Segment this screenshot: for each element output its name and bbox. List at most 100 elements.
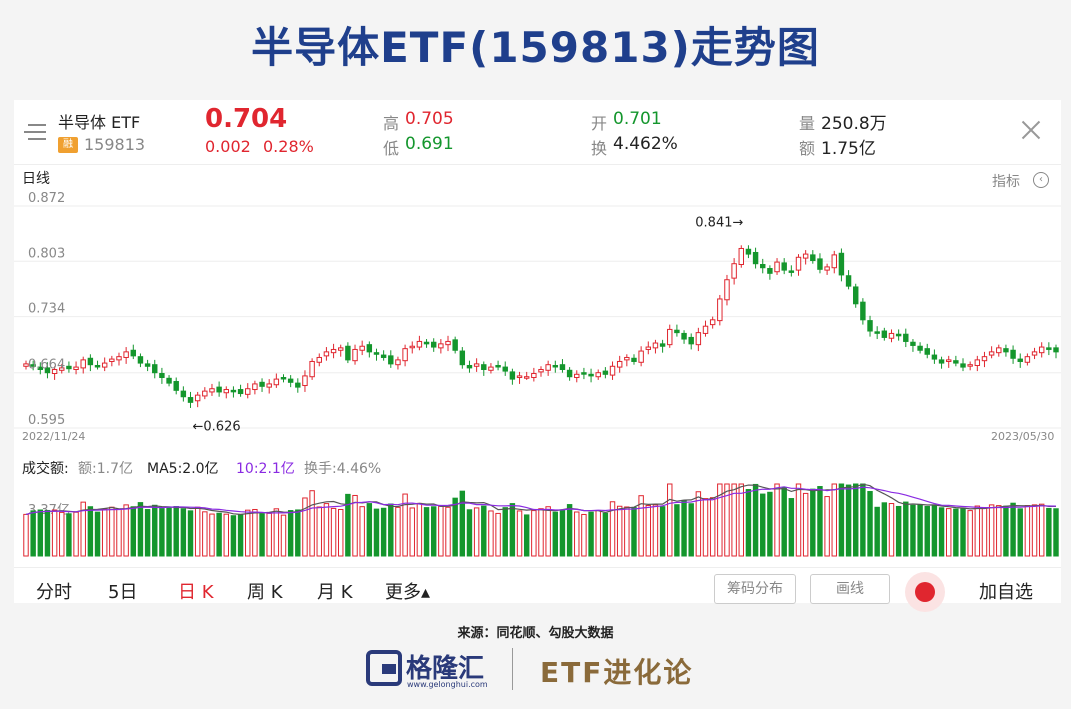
tab-daily-k[interactable]: 日 K: [178, 582, 214, 603]
volume-bar: [1003, 505, 1009, 557]
volume-bar: [802, 492, 809, 557]
volume-bar: [631, 507, 637, 557]
volume-bar: [752, 483, 759, 557]
volume-bar: [853, 483, 859, 557]
candle-body: [917, 345, 923, 351]
record-dot-icon[interactable]: [905, 572, 945, 612]
volume-bar: [402, 493, 408, 557]
volume-bar: [509, 503, 516, 557]
close-icon[interactable]: [1019, 118, 1043, 142]
candle-body: [488, 366, 494, 371]
etf-name: 半导体 ETF: [58, 113, 141, 132]
draw-line-button[interactable]: 画线: [810, 574, 890, 604]
chevron-left-icon[interactable]: ‹: [1033, 172, 1049, 188]
volume-bar: [266, 512, 272, 557]
volume-bar: [945, 508, 952, 557]
volume-bar: [1017, 508, 1023, 557]
y-tick-label: 0.872: [28, 191, 65, 206]
candle-body: [402, 348, 408, 362]
volume-bar: [523, 514, 530, 557]
candle-body: [781, 262, 787, 271]
volume-bar: [395, 506, 401, 557]
volume-bar: [80, 501, 86, 557]
candle-body: [509, 371, 516, 380]
candle-body: [259, 381, 265, 387]
volume-bar: [903, 501, 909, 557]
candle-body: [1046, 347, 1052, 350]
candle-body: [144, 363, 151, 367]
volume-bar: [51, 509, 58, 557]
candle-body: [810, 254, 816, 261]
volume-bar: [845, 484, 852, 557]
candle-body: [709, 319, 716, 326]
volume-bar: [302, 497, 308, 557]
volume-bar: [860, 483, 866, 557]
tab-5day[interactable]: 5日: [108, 582, 138, 603]
candle-body: [609, 365, 616, 376]
menu-icon[interactable]: [24, 124, 46, 140]
candle-body: [59, 367, 65, 371]
candle-body: [373, 352, 380, 355]
candle-body: [366, 344, 373, 353]
candle-body: [767, 268, 773, 274]
indicator-button[interactable]: 指标: [992, 174, 1020, 190]
candle-body: [945, 359, 952, 362]
volume-bar: [430, 506, 437, 557]
volume-bar: [173, 506, 179, 557]
open-value: 0.701: [613, 109, 662, 129]
volume-bar: [931, 505, 938, 557]
candle-body: [1031, 351, 1038, 356]
x-start-date: 2022/11/24: [22, 430, 86, 443]
volume-ma10: 10:2.1亿: [236, 461, 295, 477]
candle-body: [881, 330, 888, 338]
candle-body: [874, 331, 880, 334]
volume-bar: [767, 491, 773, 557]
volume-bar: [831, 483, 837, 557]
candle-body: [545, 364, 551, 371]
last-price: 0.704: [205, 104, 288, 134]
volume-bar: [123, 504, 129, 557]
volume-bar: [581, 513, 587, 557]
tab-intraday[interactable]: 分时: [36, 582, 72, 603]
add-watchlist-button[interactable]: 加自选: [979, 582, 1033, 603]
candle-body: [595, 372, 601, 378]
volume-bar: [459, 490, 466, 557]
candle-body: [94, 364, 101, 368]
candle-body: [359, 345, 365, 351]
max-price-annotation: 0.841→: [695, 215, 743, 230]
tab-weekly-k[interactable]: 周 K: [247, 582, 283, 603]
tab-monthly-k[interactable]: 月 K: [317, 582, 353, 603]
volume-bar: [788, 498, 795, 557]
volume-bar: [609, 501, 616, 557]
volume-bar: [938, 507, 945, 557]
volume-bar: [502, 507, 508, 557]
volume-bar: [481, 505, 487, 557]
tab-more[interactable]: 更多▴: [385, 582, 431, 603]
candle-body: [302, 375, 308, 387]
price-grid: [14, 205, 1061, 429]
candle-body: [760, 264, 766, 269]
volume-bar: [166, 507, 172, 557]
candle-body: [574, 373, 580, 379]
kline-chart[interactable]: 0.872 0.803 0.734 0.664 0.595 0.841→ ←0.626: [14, 190, 1061, 540]
candle-body: [1017, 358, 1023, 362]
candle-body: [502, 366, 508, 372]
candle-body: [452, 339, 458, 351]
volume-bar: [180, 508, 187, 557]
volume-bar: [988, 504, 995, 557]
volume-bar: [738, 483, 744, 557]
gelonghui-logo-icon: [366, 650, 402, 686]
candle-body: [774, 261, 780, 273]
candle-body: [438, 343, 444, 349]
candle-body: [109, 358, 115, 362]
candle-body: [795, 256, 802, 271]
volume-bar: [438, 505, 444, 557]
volume-bar: [94, 511, 101, 557]
volume-bar: [209, 513, 215, 557]
candle-body: [702, 325, 709, 334]
candle-body: [280, 377, 287, 380]
candle-body: [345, 345, 351, 361]
chips-distribution-button[interactable]: 筹码分布: [714, 574, 796, 604]
volume-chart: [23, 483, 1059, 557]
volume-bar: [409, 507, 415, 557]
